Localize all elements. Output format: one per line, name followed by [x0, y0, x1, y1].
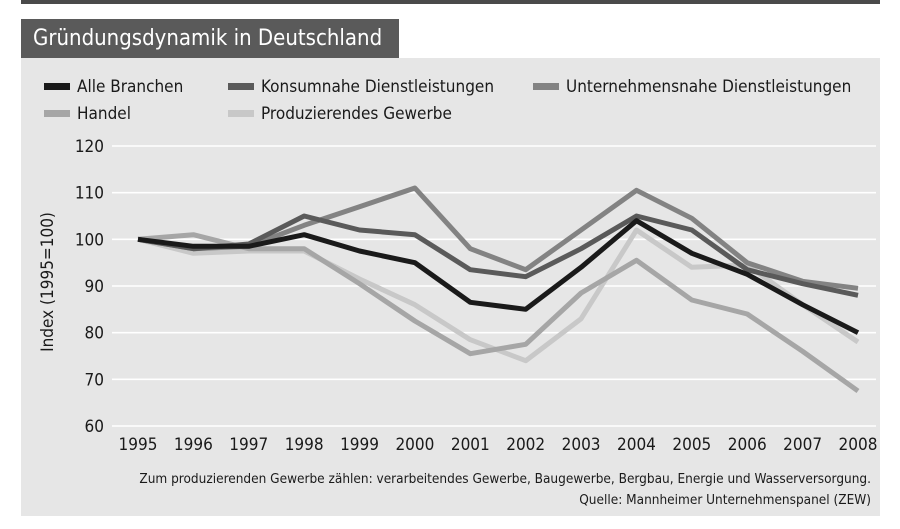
- legend-label: Konsumnahe Dienstleistungen: [261, 77, 494, 97]
- legend: Alle Branchen Konsumnahe Dienstleistungen…: [44, 77, 851, 124]
- x-tick-label: 1998: [285, 435, 324, 455]
- y-tick-label: 120: [75, 137, 104, 157]
- chart-title: Gründungsdynamik in Deutschland: [21, 19, 400, 58]
- y-tick-label: 90: [85, 277, 104, 297]
- y-axis-label: Index (1995=100): [38, 212, 58, 352]
- series-line-0: [137, 218, 860, 335]
- y-tick-label: 80: [85, 324, 104, 344]
- x-tick-label: 1995: [119, 435, 158, 455]
- y-tick-label: 60: [85, 417, 104, 437]
- legend-swatch: [228, 110, 254, 117]
- x-tick-label: 2005: [672, 435, 711, 455]
- legend-label: Alle Branchen: [77, 77, 183, 97]
- y-tick-label: 100: [75, 230, 104, 250]
- legend-swatch: [533, 83, 559, 90]
- x-axis-ticks: 1995 1996 1997 1998 1999 2000 2001 2002 2003 2004…: [119, 435, 878, 455]
- x-tick-label: 2001: [451, 435, 490, 455]
- legend-label: Produzierendes Gewerbe: [261, 104, 452, 124]
- x-tick-label: 1996: [174, 435, 213, 455]
- x-tick-label: 2008: [839, 435, 878, 455]
- legend-label: Handel: [77, 104, 131, 124]
- x-tick-label: 2003: [562, 435, 601, 455]
- legend-swatch: [228, 83, 254, 90]
- series-lines: [137, 185, 860, 394]
- x-tick-label: 2000: [395, 435, 434, 455]
- legend-swatch: [44, 110, 70, 117]
- y-axis-ticks: 60 70 80 90 100 110 120: [75, 137, 104, 437]
- gridlines: [112, 145, 876, 427]
- series-line-1: [137, 213, 859, 298]
- x-tick-label: 2007: [783, 435, 822, 455]
- legend-swatch: [44, 83, 70, 90]
- x-tick-label: 2002: [506, 435, 545, 455]
- x-tick-label: 2004: [617, 435, 656, 455]
- x-tick-label: 2006: [728, 435, 767, 455]
- top-rule: [21, 0, 880, 4]
- series-line-3: [137, 232, 860, 394]
- x-tick-label: 1997: [229, 435, 268, 455]
- y-tick-label: 110: [75, 184, 104, 204]
- legend-label: Unternehmensnahe Dienstleistungen: [566, 77, 851, 97]
- footnote: Zum produzierenden Gewerbe zählen: verar…: [139, 471, 871, 487]
- x-tick-label: 1999: [340, 435, 379, 455]
- source-note: Quelle: Mannheimer Unternehmenspanel (ZE…: [579, 492, 871, 508]
- y-tick-label: 70: [85, 370, 104, 390]
